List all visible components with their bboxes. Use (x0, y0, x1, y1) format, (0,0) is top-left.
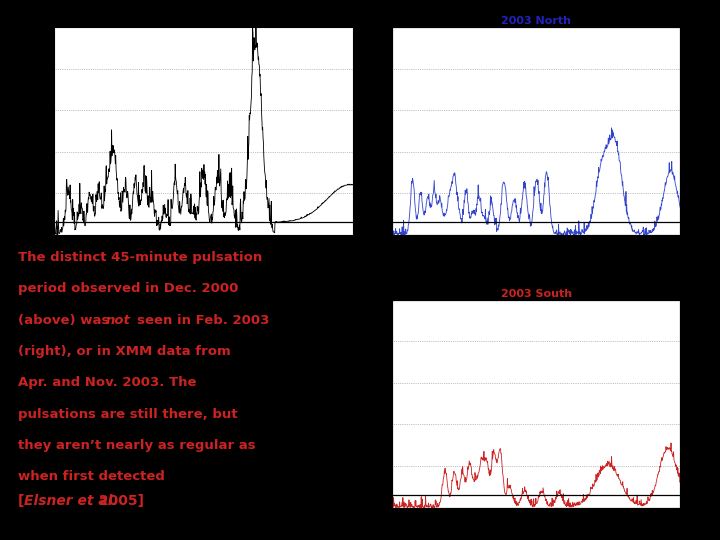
Text: (above) was      seen in Feb. 2003: (above) was seen in Feb. 2003 (18, 314, 269, 327)
Y-axis label: PSD: PSD (363, 394, 373, 414)
X-axis label: Period in minutes: Period in minutes (500, 257, 573, 266)
Text: Elsner et al.: Elsner et al. (24, 494, 117, 508)
Text: pulsations are still there, but: pulsations are still there, but (18, 408, 238, 421)
Title: 2000 North: 2000 North (168, 16, 238, 26)
X-axis label: Period in minutes: Period in minutes (500, 530, 573, 539)
Y-axis label: PSD: PSD (24, 121, 35, 141)
Text: they aren’t nearly as regular as: they aren’t nearly as regular as (18, 439, 256, 452)
Y-axis label: PSD: PSD (363, 121, 373, 141)
Text: not: not (106, 314, 131, 327)
Text: (right), or in XMM data from: (right), or in XMM data from (18, 345, 230, 358)
Title: 2003 South: 2003 South (501, 289, 572, 299)
X-axis label: Period in minutes: Period in minutes (166, 257, 240, 266)
Text: The distinct 45-minute pulsation: The distinct 45-minute pulsation (18, 251, 262, 264)
Text: [: [ (18, 494, 24, 508)
Text: period observed in Dec. 2000: period observed in Dec. 2000 (18, 282, 238, 295)
Title: 2003 North: 2003 North (501, 16, 572, 26)
Text: Apr. and Nov. 2003. The: Apr. and Nov. 2003. The (18, 376, 197, 389)
Text: when first detected: when first detected (18, 470, 165, 483)
Text: 2005]: 2005] (94, 494, 144, 508)
Text: (above) was: (above) was (18, 314, 114, 327)
